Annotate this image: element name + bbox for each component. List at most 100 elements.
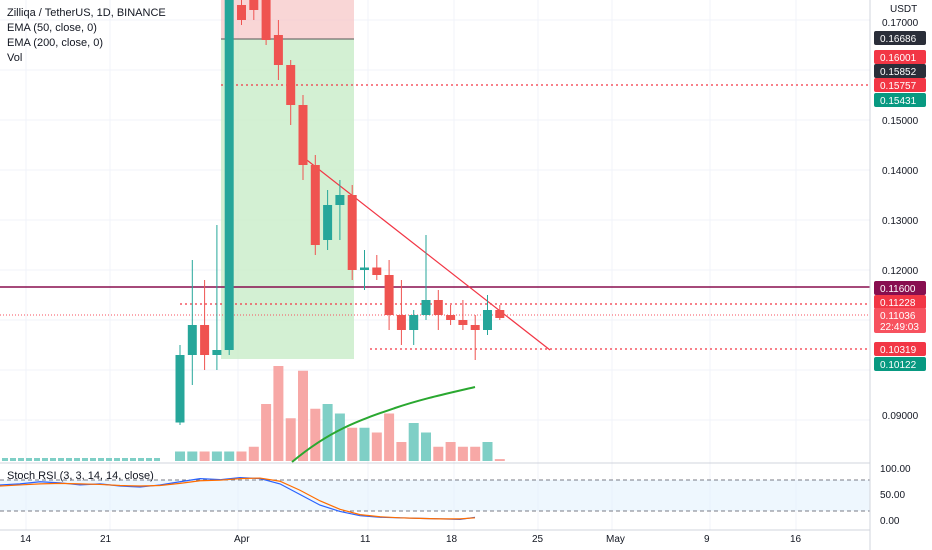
- volume-bar: [106, 458, 112, 461]
- price-badge: [874, 78, 926, 92]
- candle-body: [495, 310, 505, 318]
- volume-bar: [90, 458, 96, 461]
- candle-body: [421, 300, 431, 315]
- volume-bar: [396, 442, 407, 461]
- volume-bar: [10, 458, 16, 461]
- volume-legend[interactable]: Vol: [7, 52, 23, 64]
- price-badge: [874, 308, 926, 322]
- candlesticks: [175, 0, 505, 425]
- price-tick-label: 0.17000: [882, 18, 919, 29]
- price-tick-label: 0.09000: [882, 411, 919, 422]
- time-tick-label: 9: [704, 534, 710, 545]
- volume-bar: [248, 446, 259, 461]
- volume-bar: [138, 458, 144, 461]
- volume-bar: [482, 442, 493, 461]
- time-tick-label: 25: [532, 534, 544, 545]
- price-badge: [874, 319, 926, 333]
- drawing-lines: [0, 84, 870, 463]
- candle-body: [409, 315, 419, 330]
- time-tick-label: 14: [20, 534, 32, 545]
- chart-legend: Zilliqa / TetherUS, 1D, BINANCE EMA (50,…: [7, 6, 166, 66]
- volume-bar: [42, 458, 48, 461]
- volume-bar: [322, 404, 333, 461]
- volume-bar: [494, 459, 505, 461]
- ema200-legend[interactable]: EMA (200, close, 0): [7, 37, 103, 49]
- volume-bar: [310, 408, 321, 461]
- candle-body: [335, 195, 345, 205]
- volume-bar: [384, 413, 395, 461]
- volume-bar: [224, 451, 235, 461]
- price-tick-label: 0.14000: [882, 166, 919, 177]
- price-badge: [874, 295, 926, 309]
- stoch-rsi-legend[interactable]: Stoch RSI (3, 3, 14, 14, close): [7, 470, 154, 482]
- volume-bar: [445, 442, 456, 461]
- candle-body: [323, 205, 333, 240]
- time-tick-label: 21: [100, 534, 112, 545]
- volume-bar: [98, 458, 104, 461]
- volume-bar: [66, 458, 72, 461]
- volume-bar: [285, 418, 296, 461]
- volume-bar: [371, 432, 382, 461]
- volume-bars: [2, 366, 505, 461]
- volume-bar: [273, 366, 284, 461]
- ema-line: [291, 386, 476, 463]
- stoch-d-line: [0, 477, 476, 520]
- candle-body: [212, 350, 222, 355]
- price-badge: [874, 281, 926, 295]
- candle-body: [298, 105, 308, 165]
- price-badge-label: 0.16686: [880, 34, 917, 45]
- candle-body: [347, 195, 357, 270]
- position-zones: [221, 0, 354, 359]
- price-tick-label: 0.12000: [882, 266, 919, 277]
- time-tick-label: May: [606, 534, 625, 545]
- candle-body: [384, 275, 394, 315]
- rsi-tick-label: 50.00: [880, 490, 905, 501]
- volume-bar: [457, 446, 468, 461]
- volume-bar: [236, 451, 247, 461]
- candle-body: [187, 325, 197, 355]
- candle-body: [200, 325, 210, 355]
- volume-bar: [347, 427, 358, 461]
- time-tick-label: 16: [790, 534, 802, 545]
- candle-body: [261, 0, 271, 40]
- volume-bar: [154, 458, 160, 461]
- volume-bar: [334, 413, 345, 461]
- volume-bar: [211, 451, 222, 461]
- candle-body: [360, 267, 369, 270]
- volume-bar: [433, 446, 444, 461]
- volume-bar: [26, 458, 32, 461]
- stoch-band: [0, 480, 870, 511]
- volume-bar: [408, 423, 419, 461]
- rsi-tick-label: 0.00: [880, 516, 900, 527]
- candle-body: [175, 355, 185, 423]
- rsi-tick-label: 100.00: [880, 464, 911, 475]
- volume-bar: [74, 458, 80, 461]
- volume-bar: [359, 427, 370, 461]
- price-badge-label: 0.10319: [880, 345, 917, 356]
- candle-body: [372, 267, 382, 275]
- symbol-title[interactable]: Zilliqa / TetherUS, 1D, BINANCE: [7, 7, 166, 19]
- ema50-legend[interactable]: EMA (50, close, 0): [7, 22, 97, 34]
- volume-bar: [58, 458, 64, 461]
- candle-body: [273, 35, 283, 65]
- candle-body: [470, 325, 480, 330]
- volume-bar: [114, 458, 120, 461]
- stoch-rsi-pane: [0, 462, 932, 521]
- candle-body: [458, 320, 468, 325]
- time-tick-label: Apr: [234, 534, 250, 545]
- candle-body: [286, 65, 296, 105]
- volume-bar: [199, 451, 210, 461]
- price-badge: [874, 357, 926, 371]
- price-badge-label: 0.11600: [880, 284, 916, 295]
- volume-bar: [130, 458, 136, 461]
- volume-bar: [187, 451, 198, 461]
- currency-label: USDT: [890, 4, 917, 15]
- volume-bar: [122, 458, 128, 461]
- price-badge-label: 22:49:03: [880, 322, 919, 333]
- price-badge-label: 0.10122: [880, 360, 917, 371]
- volume-bar: [34, 458, 40, 461]
- price-badge-label: 0.15852: [880, 67, 917, 78]
- price-badge-label: 0.11036: [880, 311, 916, 322]
